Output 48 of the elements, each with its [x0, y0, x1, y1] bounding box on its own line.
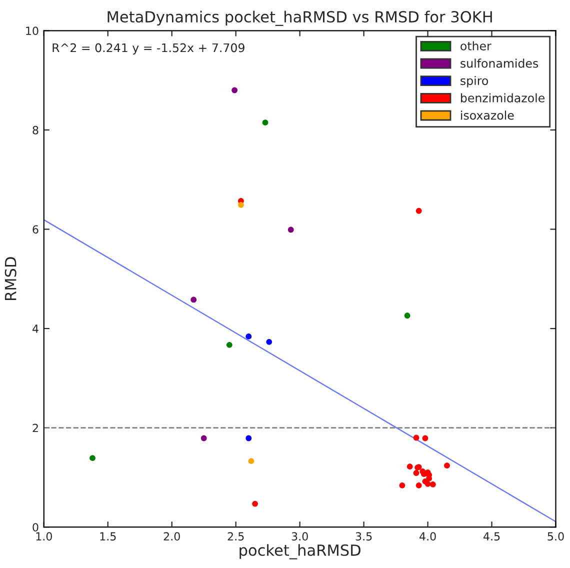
- y-tick-label: 6: [32, 225, 38, 234]
- point: [252, 500, 258, 507]
- x-tick-label: 2.0: [164, 532, 180, 541]
- y-tick-label: 0: [32, 523, 38, 532]
- legend-label: sulfonamides: [460, 58, 538, 68]
- point: [406, 464, 413, 470]
- point: [422, 435, 428, 442]
- point: [416, 208, 422, 214]
- point: [399, 482, 406, 488]
- point: [248, 458, 254, 464]
- y-axis-title: RMSD: [4, 257, 16, 300]
- annotation: R^2 = 0.241 y = -1.52x + 7.709: [52, 43, 244, 55]
- point: [288, 226, 294, 233]
- point: [404, 312, 410, 319]
- point: [444, 462, 450, 468]
- x-tick-label: 5.0: [548, 532, 564, 541]
- x-tick-label: 4.5: [483, 532, 500, 541]
- x-tick-label: 4.0: [419, 532, 436, 541]
- x-tick-label: 2.5: [228, 532, 244, 541]
- x-axis-title: pocket_haRMSD: [240, 544, 360, 560]
- x-tick-label: 3.0: [292, 532, 308, 541]
- point: [424, 480, 431, 487]
- x-tick-label: 1.5: [100, 532, 116, 541]
- point: [246, 334, 252, 340]
- y-tick-label: 2: [32, 424, 38, 432]
- point: [90, 455, 96, 462]
- chart-title: MetaDynamics pocket_haRMSD vs RMSD for 3OKH: [108, 10, 492, 26]
- point: [246, 435, 252, 442]
- point: [416, 482, 422, 488]
- legend-label: other: [460, 41, 492, 50]
- point: [190, 296, 197, 303]
- point: [430, 481, 436, 488]
- legend-label: isoxazole: [461, 110, 514, 120]
- point: [200, 435, 207, 442]
- x-tick-label: 1.0: [36, 532, 52, 541]
- legend-label: benzimidazole: [461, 93, 544, 102]
- y-tick-label: 4: [32, 324, 38, 333]
- point: [238, 202, 244, 208]
- point: [226, 342, 232, 348]
- legend-label: spiro: [460, 76, 488, 88]
- point: [413, 434, 420, 441]
- y-tick-label: 8: [32, 126, 38, 134]
- point: [262, 120, 268, 126]
- y-tick-label: 10: [26, 26, 38, 36]
- point: [266, 338, 272, 345]
- x-tick-label: 3.5: [356, 532, 372, 541]
- point: [232, 87, 238, 94]
- point: [413, 470, 420, 476]
